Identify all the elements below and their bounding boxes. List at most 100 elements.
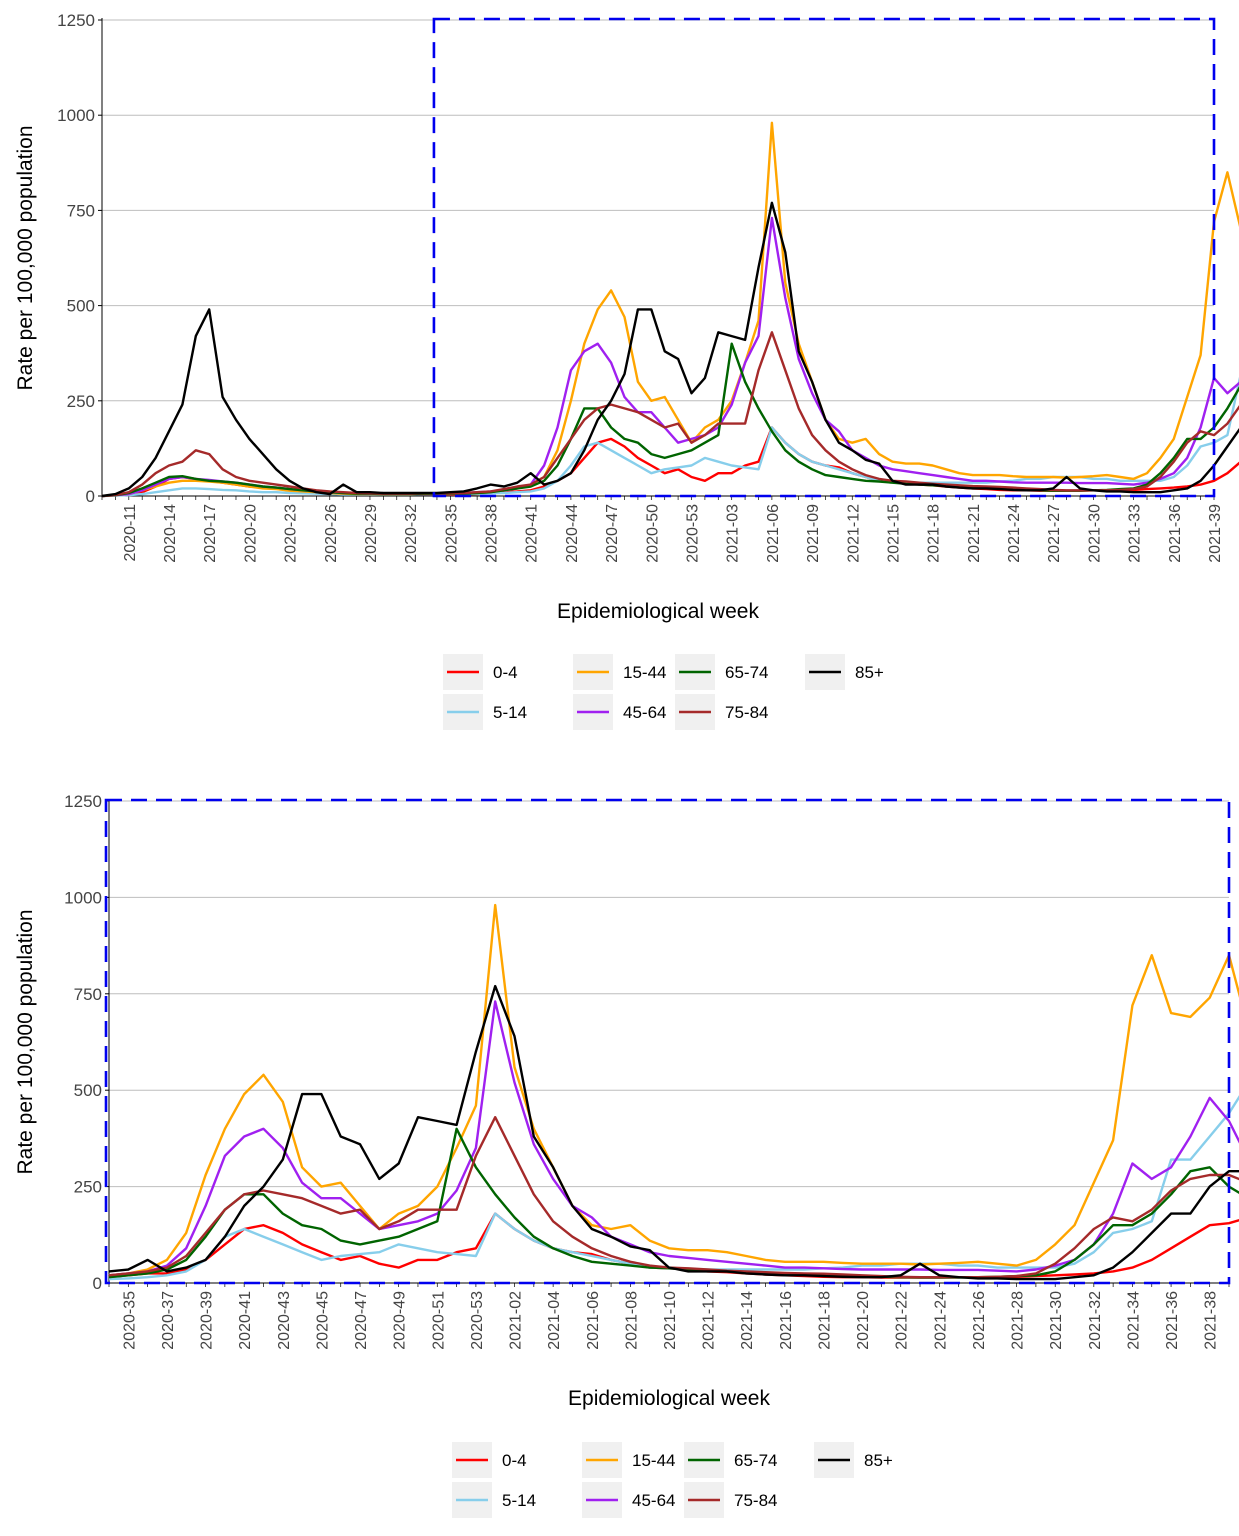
highlight-window	[104, 798, 1231, 1285]
legend-label: 75-84	[725, 703, 768, 722]
x-tick-label: 2021-18	[816, 1291, 833, 1350]
x-tick-label: 2021-03	[725, 504, 742, 563]
y-tick-label: 1250	[57, 11, 95, 30]
x-axis-title: Epidemiological week	[568, 1387, 770, 1410]
legend-label: 85+	[864, 1451, 893, 1470]
legend-label: 75-84	[734, 1491, 777, 1510]
x-tick-label: 2021-39	[1207, 504, 1224, 563]
series-line-65-74	[101, 342, 1239, 498]
x-tick-label: 2020-53	[684, 504, 701, 563]
legend: 0-4 5-14 15-44 45-64 65-74 75-84 85+	[452, 1442, 893, 1518]
x-tick-label: 2021-21	[966, 504, 983, 563]
x-tick-label: 2021-34	[1125, 1291, 1142, 1350]
x-tick-label: 2020-49	[392, 1291, 409, 1350]
legend-label: 45-64	[632, 1491, 675, 1510]
x-tick-label: 2021-12	[845, 504, 862, 563]
y-tick-label: 500	[74, 1081, 102, 1100]
series-line-85plus	[101, 201, 1239, 498]
legend: 0-4 5-14 15-44 45-64 65-74 75-84 85+	[443, 654, 884, 730]
y-tick-label: 0	[93, 1274, 102, 1293]
x-tick-label: 2021-20	[855, 1291, 872, 1350]
y-tick-label: 1000	[64, 888, 102, 907]
legend-label: 15-44	[623, 663, 666, 682]
y-tick-label: 750	[74, 985, 102, 1004]
y-tick-label: 750	[67, 201, 95, 220]
x-tick-label: 2021-36	[1164, 1291, 1181, 1350]
x-tick-label: 2021-06	[585, 1291, 602, 1350]
y-tick-label: 1250	[64, 792, 102, 811]
x-tick-label: 2020-47	[353, 1291, 370, 1350]
series-line-65-74	[108, 1127, 1239, 1279]
x-tick-label: 2020-45	[314, 1291, 331, 1350]
x-axis-title: Epidemiological week	[557, 600, 759, 623]
x-tick-label: 2021-24	[932, 1291, 949, 1350]
x-tick-label: 2021-27	[1046, 504, 1063, 563]
x-tick-label: 2021-33	[1127, 504, 1144, 563]
x-tick-label: 2020-50	[644, 504, 661, 563]
x-tick-label: 2020-43	[276, 1291, 293, 1350]
x-tick-label: 2021-28	[1010, 1291, 1027, 1350]
y-tick-label: 250	[74, 1178, 102, 1197]
x-tick-label: 2021-26	[971, 1291, 988, 1350]
legend-label: 15-44	[632, 1451, 675, 1470]
x-tick-label: 2020-11	[122, 504, 139, 562]
x-tick-label: 2021-08	[623, 1291, 640, 1350]
x-tick-label: 2021-14	[739, 1291, 756, 1350]
x-tick-label: 2021-38	[1203, 1291, 1220, 1350]
legend-label: 45-64	[623, 703, 666, 722]
x-tick-label: 2021-36	[1167, 504, 1184, 563]
x-tick-label: 2021-30	[1048, 1291, 1065, 1350]
x-tick-label: 2020-20	[242, 504, 259, 563]
series-line-15-44	[108, 903, 1239, 1277]
x-tick-label: 2021-18	[926, 504, 943, 563]
y-axis-title: Rate per 100,000 population	[14, 125, 37, 390]
y-axis-title: Rate per 100,000 population	[14, 909, 37, 1174]
x-tick-label: 2021-10	[662, 1291, 679, 1350]
x-tick-label: 2021-02	[508, 1291, 525, 1350]
x-tick-label: 2021-06	[765, 504, 782, 563]
legend-label: 65-74	[734, 1451, 777, 1470]
x-tick-label: 2020-47	[604, 504, 621, 563]
x-tick-label: 2021-16	[778, 1291, 795, 1350]
x-tick-label: 2020-17	[202, 504, 219, 563]
y-tick-label: 0	[86, 487, 95, 506]
x-tick-label: 2020-37	[160, 1291, 177, 1350]
x-tick-label: 2020-23	[283, 504, 300, 563]
x-tick-label: 2020-35	[121, 1291, 138, 1350]
x-tick-label: 2020-41	[237, 1291, 254, 1350]
legend-label: 0-4	[502, 1451, 527, 1470]
chart-panel-2: 0 250 500 750 1000 1250 2020-35 2020-37 2020-39 2…	[14, 792, 1239, 1518]
x-tick-label: 2020-32	[403, 504, 420, 563]
legend-label: 85+	[855, 663, 884, 682]
series-line-15-44	[101, 121, 1239, 498]
series-line-5-14	[101, 376, 1239, 498]
x-tick-label: 2020-29	[363, 504, 380, 563]
x-tick-label: 2021-22	[894, 1291, 911, 1350]
y-tick-label: 1000	[57, 106, 95, 125]
x-tick-label: 2020-53	[469, 1291, 486, 1350]
highlight-window	[432, 17, 1216, 498]
x-tick-label: 2020-41	[524, 504, 541, 563]
y-tick-label: 500	[67, 297, 95, 316]
x-tick-label: 2021-32	[1087, 1291, 1104, 1350]
legend-label: 65-74	[725, 663, 768, 682]
legend-label: 5-14	[493, 703, 527, 722]
x-tick-label: 2021-30	[1086, 504, 1103, 563]
legend-label: 0-4	[493, 663, 518, 682]
series-line-45-64	[101, 216, 1239, 498]
x-tick-label: 2020-38	[484, 504, 501, 563]
series-line-5-14	[108, 1095, 1239, 1281]
series-line-85plus	[108, 984, 1239, 1281]
x-tick-label: 2021-04	[546, 1291, 563, 1350]
x-tick-label: 2021-15	[885, 504, 902, 563]
x-tick-label: 2020-35	[443, 504, 460, 563]
x-tick-label: 2020-44	[564, 504, 581, 563]
x-tick-label: 2020-26	[323, 504, 340, 563]
y-tick-label: 250	[67, 392, 95, 411]
series-line-75-84	[108, 1115, 1239, 1279]
x-tick-label: 2020-51	[430, 1291, 447, 1350]
x-tick-label: 2020-39	[199, 1291, 216, 1350]
x-tick-label: 2020-14	[162, 504, 179, 563]
